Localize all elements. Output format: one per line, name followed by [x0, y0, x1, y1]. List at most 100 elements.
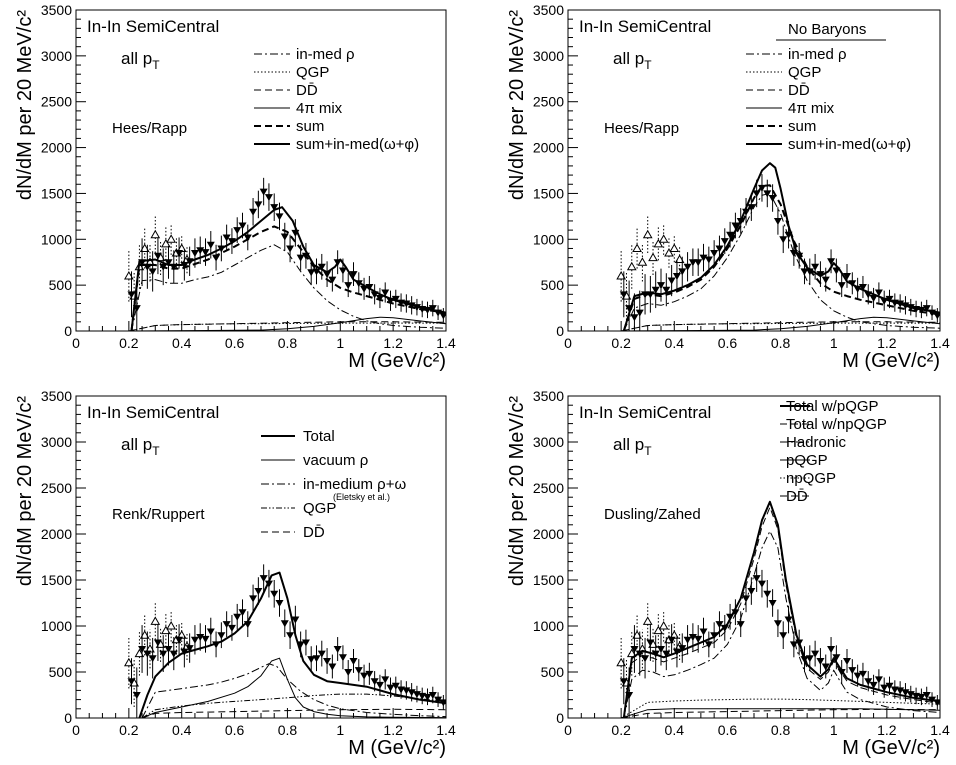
open-data-point	[123, 657, 134, 667]
data-point	[439, 312, 446, 320]
y-tick-label: 500	[541, 664, 565, 680]
legend-entry-1: Total	[303, 428, 335, 445]
series-curve-2	[620, 322, 940, 331]
x-tick-label: 0	[564, 335, 572, 351]
data-point	[249, 595, 258, 603]
data-point	[349, 657, 358, 665]
data-point	[720, 624, 729, 632]
data-point	[662, 286, 671, 294]
data-point	[375, 294, 384, 302]
y-tick-label: 500	[541, 277, 565, 293]
open-data-point	[648, 252, 658, 262]
data-point	[827, 258, 836, 266]
data-point	[906, 691, 915, 699]
data-point	[428, 305, 437, 313]
data-point	[736, 621, 745, 629]
data-point	[217, 632, 226, 640]
data-point	[885, 682, 894, 690]
series-curve-1	[131, 244, 446, 331]
y-tick-label: 3000	[533, 434, 564, 450]
data-point	[720, 238, 729, 246]
x-tick-label: 0.4	[172, 722, 192, 738]
open-data-point	[653, 625, 664, 635]
y-tick-label: 2000	[533, 140, 564, 156]
data-point	[222, 621, 231, 629]
chart-panel-1: 0 500 1000 1500 2000 2500 3000 3500 0 0.2 0.4 0.6 0.…	[14, 2, 456, 372]
data-point	[175, 636, 184, 644]
data-point	[206, 241, 215, 249]
panel-header: In-In SemiCentral	[579, 403, 711, 422]
data-point	[874, 289, 883, 297]
model-label: Hees/Rapp	[112, 120, 187, 137]
y-tick-label: 2000	[41, 140, 72, 156]
data-point	[227, 624, 236, 632]
series-curve-5	[622, 184, 940, 331]
data-point	[132, 692, 141, 699]
data-point	[757, 580, 766, 588]
data-point	[354, 667, 363, 675]
x-tick-label: 0.6	[718, 335, 738, 351]
data-point	[169, 650, 178, 658]
y-tick-label: 2500	[533, 480, 564, 496]
data-point	[291, 616, 300, 624]
data-point	[381, 289, 390, 297]
y-tick-label: 1500	[41, 185, 72, 201]
open-data-point	[637, 257, 648, 266]
legend-entry-4: 4π mix	[788, 100, 835, 117]
legend-entry-5: DD̄	[303, 524, 325, 541]
data-point	[832, 654, 841, 662]
data-point	[412, 691, 421, 699]
y-tick-label: 0	[556, 323, 564, 339]
x-tick-label: 0	[72, 335, 80, 351]
data-point	[704, 256, 713, 264]
data-point	[880, 684, 889, 692]
y-tick-label: 0	[64, 323, 72, 339]
data-point	[619, 678, 628, 686]
data-point	[763, 590, 772, 598]
data-point	[275, 600, 284, 607]
open-data-point	[139, 630, 150, 639]
y-tick-label: 1000	[533, 231, 564, 247]
data-point	[286, 632, 295, 640]
data-point	[349, 271, 358, 279]
open-data-point	[160, 238, 171, 248]
data-point	[164, 259, 173, 267]
series-curve-5	[130, 225, 446, 331]
open-data-point	[626, 261, 637, 271]
x-tick-label: 0.2	[611, 335, 631, 351]
data-point	[317, 263, 326, 271]
data-point	[641, 655, 650, 663]
y-tick-label: 2500	[41, 94, 72, 110]
open-data-point	[642, 616, 653, 625]
data-point	[328, 276, 337, 284]
series-curve-2	[623, 506, 940, 718]
data-point	[238, 609, 247, 617]
legend-entry-6: sum+in-med(ω+φ)	[788, 136, 911, 153]
data-point	[784, 616, 793, 624]
y-tick-label: 0	[556, 710, 564, 726]
x-tick-label: 0.8	[771, 335, 791, 351]
pt-subscript: T	[152, 444, 160, 458]
series-curve-3	[620, 321, 940, 331]
data-point	[843, 657, 851, 665]
data-point	[678, 268, 687, 276]
data-point	[375, 681, 384, 689]
open-data-point	[626, 648, 637, 658]
x-axis-label: M (GeV/c²)	[348, 737, 446, 759]
data-point	[683, 636, 692, 644]
x-tick-label: 1	[830, 722, 838, 738]
data-point	[143, 650, 152, 658]
data-point	[858, 283, 867, 291]
legend-entry-1: Total w/pQGP	[786, 398, 879, 415]
data-point	[386, 684, 395, 692]
x-tick-label: 0	[564, 722, 572, 738]
data-point	[280, 233, 289, 241]
data-point	[837, 282, 846, 290]
open-data-point	[150, 229, 161, 239]
y-axis-label: dN/dM per 20 MeV/c²	[506, 396, 528, 586]
data-point	[699, 628, 708, 636]
series-curve-1	[623, 192, 940, 331]
data-point	[768, 195, 777, 203]
data-point	[391, 295, 400, 303]
